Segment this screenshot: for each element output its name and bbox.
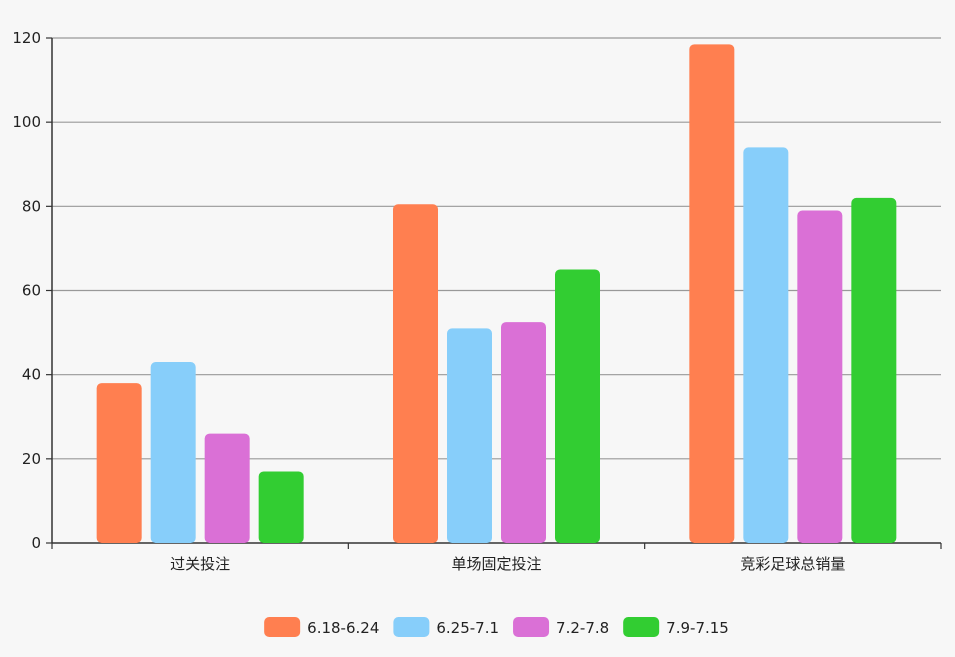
- legend-swatch: [513, 617, 550, 637]
- bars: [96, 44, 897, 543]
- y-tick-label: 40: [22, 366, 41, 384]
- bar[interactable]: [447, 328, 492, 543]
- legend-item[interactable]: 6.18-6.24: [264, 617, 379, 637]
- bar[interactable]: [393, 204, 438, 543]
- legend-item[interactable]: 7.2-7.8: [513, 617, 609, 637]
- y-tick-label: 60: [22, 282, 41, 300]
- axes: [46, 37, 942, 549]
- y-tick-label: 80: [22, 197, 41, 215]
- legend-label: 7.9-7.15: [666, 619, 729, 637]
- y-tick-label: 0: [31, 534, 41, 552]
- y-tick-label: 120: [12, 29, 41, 47]
- axis-labels: 0 20 40 60 80 100 120 过关投注 单场固定投注 竞彩足球总销量: [12, 29, 845, 573]
- bar[interactable]: [851, 197, 897, 543]
- bar[interactable]: [555, 269, 600, 543]
- legend-item[interactable]: 6.25-7.1: [393, 617, 499, 637]
- legend-swatch: [264, 617, 301, 637]
- legend-item[interactable]: 7.9-7.15: [623, 617, 729, 637]
- y-tick-label: 20: [22, 450, 41, 468]
- x-category-label: 单场固定投注: [451, 555, 541, 573]
- legend-label: 7.2-7.8: [556, 619, 609, 637]
- x-category-label: 竞彩足球总销量: [740, 555, 845, 573]
- legend-swatch: [393, 617, 430, 637]
- legend-swatch: [623, 617, 660, 637]
- bar[interactable]: [204, 433, 250, 543]
- legend-label: 6.25-7.1: [436, 619, 499, 637]
- bar[interactable]: [501, 322, 546, 543]
- bar[interactable]: [96, 383, 142, 543]
- legend-label: 6.18-6.24: [307, 619, 379, 637]
- bar[interactable]: [258, 471, 304, 543]
- grid-lines: [52, 37, 941, 460]
- bar[interactable]: [743, 147, 789, 543]
- bar[interactable]: [689, 44, 735, 543]
- bar[interactable]: [150, 362, 196, 543]
- bar[interactable]: [797, 210, 843, 543]
- y-tick-label: 100: [12, 113, 41, 131]
- x-category-label: 过关投注: [170, 555, 230, 573]
- legend[interactable]: 6.18-6.24 6.25-7.1 7.2-7.8 7.9-7.15: [264, 617, 729, 637]
